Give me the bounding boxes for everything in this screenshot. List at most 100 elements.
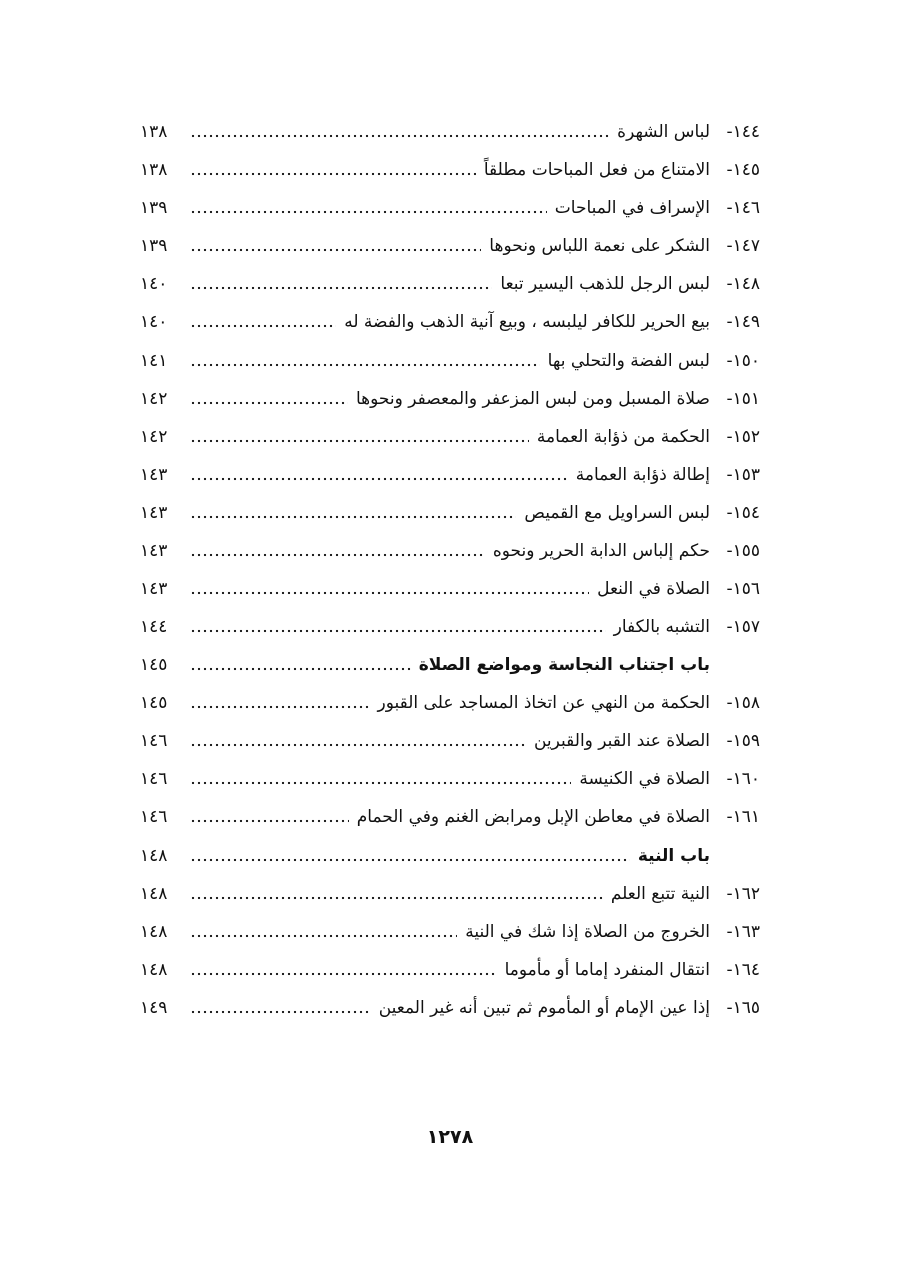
entry-title: الصلاة في معاطن الإبل ومرابض الغنم وفي ا… bbox=[356, 807, 710, 828]
toc-entry: ١٤٦- الإسراف في المباحات ١٣٩ bbox=[140, 189, 760, 227]
entry-title: إذا عين الإمام أو المأموم ثم تبين أنه غي… bbox=[378, 997, 710, 1018]
entry-title: التشبه بالكفار bbox=[613, 617, 710, 638]
entry-number: ١٥٢- bbox=[726, 426, 760, 447]
entry-page-number: ١٣٨ bbox=[140, 122, 168, 143]
entry-number: ١٦١- bbox=[726, 807, 760, 828]
toc-entry: ١٥٥- حكم إلباس الدابة الحرير ونحوه ١٤٣ bbox=[140, 532, 760, 570]
entry-page-number: ١٤٣ bbox=[140, 540, 168, 561]
dot-leader bbox=[190, 209, 547, 216]
entry-page-number: ١٤٨ bbox=[140, 845, 168, 866]
table-of-contents: ١٤٤- لباس الشهرة ١٣٨ ١٤٥- الامتناع من فعل ال… bbox=[140, 113, 760, 1027]
entry-title: لباس الشهرة bbox=[617, 122, 710, 143]
entry-number: ١٥١- bbox=[726, 388, 760, 409]
dot-leader bbox=[190, 628, 606, 635]
entry-number: ١٤٤- bbox=[726, 122, 760, 143]
dot-leader bbox=[190, 247, 482, 254]
toc-entry: ١٥٢- الحكمة من ذؤابة العمامة ١٤٢ bbox=[140, 418, 760, 456]
toc-entry: ١٦٤- انتقال المنفرد إماما أو مأموما ١٤٨ bbox=[140, 951, 760, 989]
toc-entry: ١٦٣- الخروج من الصلاة إذا شك في النية ١٤٨ bbox=[140, 913, 760, 951]
entry-page-number: ١٤٨ bbox=[140, 883, 168, 904]
dot-leader bbox=[190, 285, 493, 292]
entry-title: الامتناع من فعل المباحات مطلقاً bbox=[483, 160, 710, 181]
entry-page-number: ١٣٨ bbox=[140, 160, 168, 181]
dot-leader bbox=[190, 970, 497, 977]
entry-title: الصلاة في النعل bbox=[597, 578, 710, 599]
entry-title: باب النية bbox=[637, 845, 710, 866]
entry-page-number: ١٤١ bbox=[140, 350, 168, 371]
toc-entry: ١٦١- الصلاة في معاطن الإبل ومرابض الغنم و… bbox=[140, 798, 760, 836]
toc-chapter-heading: باب النية ١٤٨ bbox=[140, 836, 760, 874]
toc-entry: ١٤٨- لبس الرجل للذهب اليسير تبعا ١٤٠ bbox=[140, 265, 760, 303]
entry-number: ١٦٢- bbox=[726, 883, 760, 904]
toc-entry: ١٥٤- لبس السراويل مع القميص ١٤٣ bbox=[140, 494, 760, 532]
entry-page-number: ١٤٦ bbox=[140, 731, 168, 752]
toc-entry: ١٥١- صلاة المسبل ومن لبس المزعفر والمعصفر… bbox=[140, 380, 760, 418]
entry-title: لبس الفضة والتحلي بها bbox=[547, 350, 710, 371]
entry-number: ١٦٤- bbox=[726, 959, 760, 980]
entry-number: ١٤٥- bbox=[726, 160, 760, 181]
entry-page-number: ١٤٦ bbox=[140, 769, 168, 790]
entry-number: ١٥٩- bbox=[726, 731, 760, 752]
entry-page-number: ١٤٨ bbox=[140, 959, 168, 980]
entry-title: الصلاة عند القبر والقبرين bbox=[533, 731, 710, 752]
dot-leader bbox=[190, 361, 540, 368]
toc-entry: ١٥٣- إطالة ذؤابة العمامة ١٤٣ bbox=[140, 456, 760, 494]
dot-leader bbox=[190, 704, 370, 711]
entry-number: ١٤٨- bbox=[726, 274, 760, 295]
toc-entry: ١٦٠- الصلاة في الكنيسة ١٤٦ bbox=[140, 760, 760, 798]
toc-entry: ١٥٨- الحكمة من النهي عن اتخاذ المساجد على… bbox=[140, 684, 760, 722]
entry-number: ١٤٦- bbox=[726, 198, 760, 219]
entry-number: ١٥٦- bbox=[726, 578, 760, 599]
toc-entry: ١٤٧- الشكر على نعمة اللباس ونحوها ١٣٩ bbox=[140, 227, 760, 265]
entry-number: ١٥٤- bbox=[726, 502, 760, 523]
entry-page-number: ١٣٩ bbox=[140, 236, 168, 257]
entry-title: الصلاة في الكنيسة bbox=[579, 769, 710, 790]
entry-page-number: ١٤٣ bbox=[140, 578, 168, 599]
entry-title: حكم إلباس الدابة الحرير ونحوه bbox=[492, 540, 710, 561]
dot-leader bbox=[190, 780, 572, 787]
dot-leader bbox=[190, 133, 610, 140]
entry-number: ١٤٧- bbox=[726, 236, 760, 257]
dot-leader bbox=[190, 742, 526, 749]
entry-page-number: ١٤٩ bbox=[140, 997, 168, 1018]
dot-leader bbox=[190, 1008, 371, 1015]
dot-leader bbox=[190, 171, 476, 178]
entry-title: إطالة ذؤابة العمامة bbox=[575, 464, 710, 485]
entry-page-number: ١٤٠ bbox=[140, 312, 168, 333]
page-number: ١٢٧٨ bbox=[426, 1126, 474, 1148]
entry-title: لبس السراويل مع القميص bbox=[524, 502, 710, 523]
entry-page-number: ١٤٥ bbox=[140, 693, 168, 714]
entry-title: صلاة المسبل ومن لبس المزعفر والمعصفر ونح… bbox=[356, 388, 710, 409]
dot-leader bbox=[190, 856, 630, 863]
entry-number: ١٥٨- bbox=[726, 693, 760, 714]
toc-entry: ١٤٤- لباس الشهرة ١٣٨ bbox=[140, 113, 760, 151]
entry-page-number: ١٤٣ bbox=[140, 464, 168, 485]
entry-title: الشكر على نعمة اللباس ونحوها bbox=[489, 236, 710, 257]
toc-entry: ١٥٧- التشبه بالكفار ١٤٤ bbox=[140, 608, 760, 646]
toc-entry: ١٤٩- بيع الحرير للكافر ليلبسه ، وبيع آنية… bbox=[140, 303, 760, 341]
entry-number: ١٤٩- bbox=[726, 312, 760, 333]
entry-title: انتقال المنفرد إماما أو مأموما bbox=[504, 959, 710, 980]
toc-entry: ١٦٥- إذا عين الإمام أو المأموم ثم تبين أن… bbox=[140, 989, 760, 1027]
toc-entry: ١٥٠- لبس الفضة والتحلي بها ١٤١ bbox=[140, 341, 760, 379]
dot-leader bbox=[190, 932, 458, 939]
toc-entry: ١٤٥- الامتناع من فعل المباحات مطلقاً ١٣٨ bbox=[140, 151, 760, 189]
toc-chapter-heading: باب اجتناب النجاسة ومواضع الصلاة ١٤٥ bbox=[140, 646, 760, 684]
entry-number: ١٥٥- bbox=[726, 540, 760, 561]
entry-page-number: ١٤٥ bbox=[140, 655, 168, 676]
entry-title: النية تتبع العلم bbox=[610, 883, 710, 904]
entry-page-number: ١٤٠ bbox=[140, 274, 168, 295]
entry-title: باب اجتناب النجاسة ومواضع الصلاة bbox=[418, 655, 710, 676]
entry-page-number: ١٤٦ bbox=[140, 807, 168, 828]
toc-entry: ١٦٢- النية تتبع العلم ١٤٨ bbox=[140, 875, 760, 913]
entry-page-number: ١٤٢ bbox=[140, 426, 168, 447]
entry-page-number: ١٤٨ bbox=[140, 921, 168, 942]
entry-title: لبس الرجل للذهب اليسير تبعا bbox=[500, 274, 710, 295]
dot-leader bbox=[190, 437, 529, 444]
dot-leader bbox=[190, 589, 590, 596]
entry-title: الإسراف في المباحات bbox=[554, 198, 710, 219]
toc-entry: ١٥٦- الصلاة في النعل ١٤٣ bbox=[140, 570, 760, 608]
dot-leader bbox=[190, 323, 337, 330]
dot-leader bbox=[190, 551, 485, 558]
dot-leader bbox=[190, 399, 348, 406]
